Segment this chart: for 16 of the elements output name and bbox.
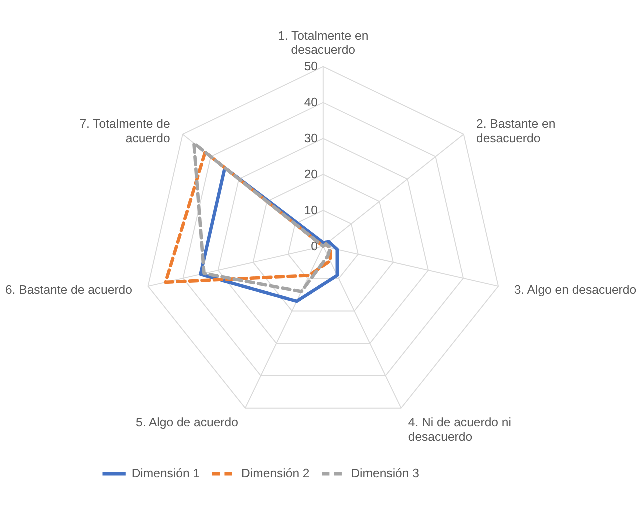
spoke-label: 3. Algo en desacuerdo bbox=[514, 282, 637, 297]
spoke-label: 7. Totalmente de acuerdo bbox=[80, 117, 170, 146]
legend-label: Dimensión 2 bbox=[242, 466, 310, 481]
legend-label: Dimensión 1 bbox=[132, 466, 200, 481]
y-tick-label: 30 bbox=[304, 131, 318, 146]
spoke-label: 1. Totalmente en desacuerdo bbox=[278, 29, 369, 58]
spoke-label: 5. Algo de acuerdo bbox=[136, 416, 239, 430]
y-tick-label: 50 bbox=[304, 60, 318, 74]
y-tick-label: 10 bbox=[304, 203, 318, 218]
legend-label: Dimensión 3 bbox=[351, 466, 420, 481]
y-tick-label: 40 bbox=[304, 96, 318, 110]
spoke-label: 4. Ni de acuerdo ni desacuerdo bbox=[408, 416, 512, 444]
spoke-label: 2. Bastante en desacuerdo bbox=[476, 117, 556, 146]
y-tick-label: 0 bbox=[311, 239, 318, 254]
spoke-label: 6. Bastante de acuerdo bbox=[5, 282, 133, 297]
y-tick-label: 20 bbox=[304, 167, 318, 182]
